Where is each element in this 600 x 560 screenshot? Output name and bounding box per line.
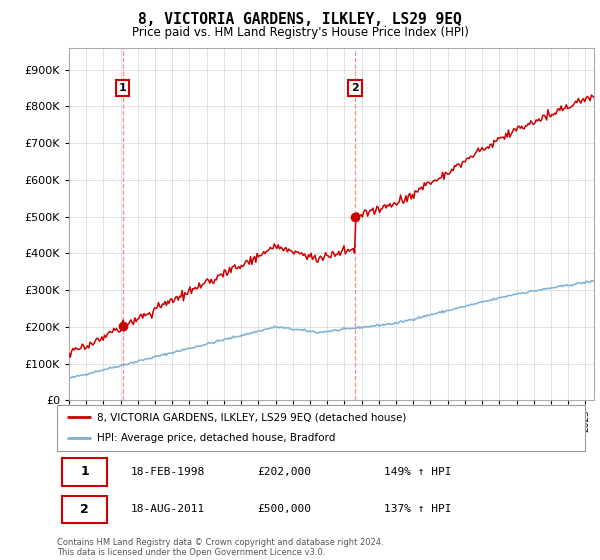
Text: Contains HM Land Registry data © Crown copyright and database right 2024.
This d: Contains HM Land Registry data © Crown c… [57,538,383,557]
Text: 8, VICTORIA GARDENS, ILKLEY, LS29 9EQ: 8, VICTORIA GARDENS, ILKLEY, LS29 9EQ [138,12,462,27]
Text: £202,000: £202,000 [257,467,311,477]
Text: 2: 2 [351,83,359,93]
Text: Price paid vs. HM Land Registry's House Price Index (HPI): Price paid vs. HM Land Registry's House … [131,26,469,39]
FancyBboxPatch shape [62,496,107,523]
Text: £500,000: £500,000 [257,504,311,514]
Text: HPI: Average price, detached house, Bradford: HPI: Average price, detached house, Brad… [97,433,335,444]
Text: 149% ↑ HPI: 149% ↑ HPI [385,467,452,477]
Text: 1: 1 [80,465,89,478]
Text: 1: 1 [119,83,127,93]
Text: 18-FEB-1998: 18-FEB-1998 [131,467,205,477]
Text: 137% ↑ HPI: 137% ↑ HPI [385,504,452,514]
FancyBboxPatch shape [62,458,107,486]
Text: 8, VICTORIA GARDENS, ILKLEY, LS29 9EQ (detached house): 8, VICTORIA GARDENS, ILKLEY, LS29 9EQ (d… [97,412,406,422]
Text: 18-AUG-2011: 18-AUG-2011 [131,504,205,514]
Text: 2: 2 [80,503,89,516]
